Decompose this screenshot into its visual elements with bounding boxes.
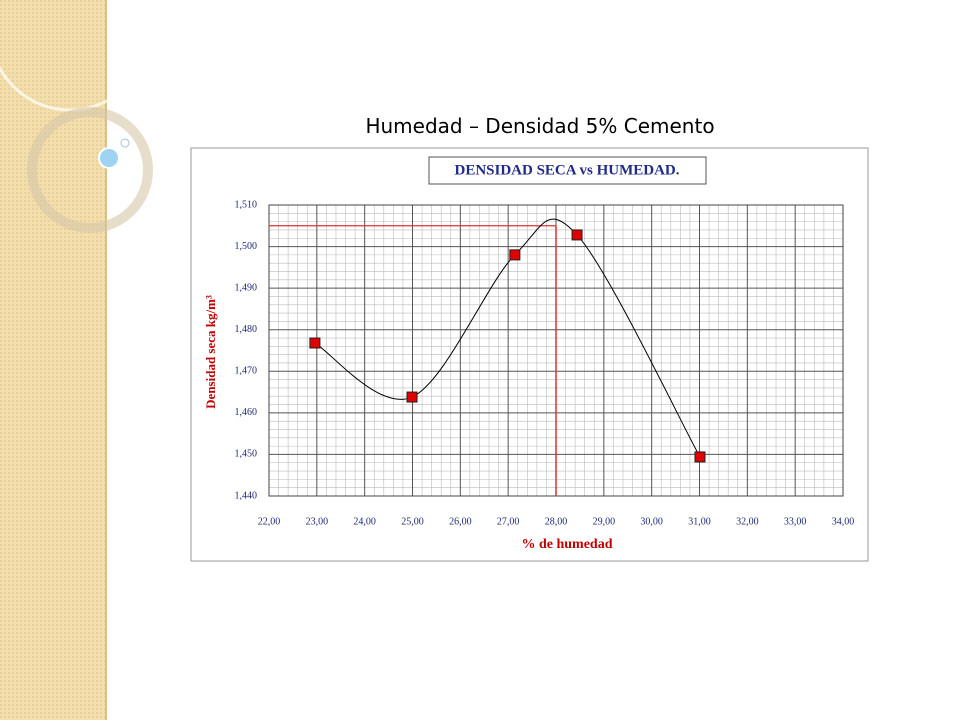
x-tick-label: 31,00 bbox=[688, 516, 711, 527]
x-tick-label: 22,00 bbox=[258, 516, 281, 527]
y-tick-label: 1,440 bbox=[235, 490, 258, 501]
data-point bbox=[406, 391, 418, 403]
y-tick-label: 1,490 bbox=[235, 282, 258, 293]
data-point bbox=[309, 337, 321, 349]
slide-title: Humedad – Densidad 5% Cemento bbox=[365, 114, 714, 138]
x-tick-label: 25,00 bbox=[401, 516, 424, 527]
data-point bbox=[694, 451, 706, 463]
y-tick-label: 1,510 bbox=[235, 199, 258, 210]
x-tick-label: 34,00 bbox=[832, 516, 855, 527]
y-tick-label: 1,470 bbox=[235, 366, 258, 377]
data-point bbox=[571, 229, 583, 241]
x-tick-label: 23,00 bbox=[306, 516, 329, 527]
x-axis-label: % de humedad bbox=[521, 537, 612, 552]
x-tick-label: 30,00 bbox=[640, 516, 663, 527]
deco-ring bbox=[27, 107, 153, 233]
deco-bubble bbox=[120, 138, 130, 148]
x-tick-label: 27,00 bbox=[497, 516, 520, 527]
y-tick-label: 1,500 bbox=[235, 241, 258, 252]
x-tick-label: 28,00 bbox=[545, 516, 568, 527]
data-point bbox=[509, 249, 521, 261]
y-axis-label: Densidad seca kg/m³ bbox=[203, 295, 218, 409]
deco-bubble bbox=[98, 147, 120, 169]
y-tick-label: 1,450 bbox=[235, 449, 258, 460]
plot-area: 1,440 1,450 1,460 1,470 1,480 1,490 1,500 1,510… bbox=[235, 199, 855, 527]
x-tick-label: 32,00 bbox=[736, 516, 759, 527]
y-tick-label: 1,460 bbox=[235, 407, 258, 418]
deco-circle bbox=[0, 0, 152, 112]
x-tick-label: 26,00 bbox=[449, 516, 472, 527]
x-tick-label: 33,00 bbox=[784, 516, 807, 527]
chart-title: DENSIDAD SECA vs HUMEDAD. bbox=[454, 162, 679, 178]
y-tick-label: 1,480 bbox=[235, 324, 258, 335]
x-tick-label: 24,00 bbox=[353, 516, 376, 527]
chart-title-box bbox=[428, 156, 707, 185]
x-tick-label: 29,00 bbox=[593, 516, 616, 527]
